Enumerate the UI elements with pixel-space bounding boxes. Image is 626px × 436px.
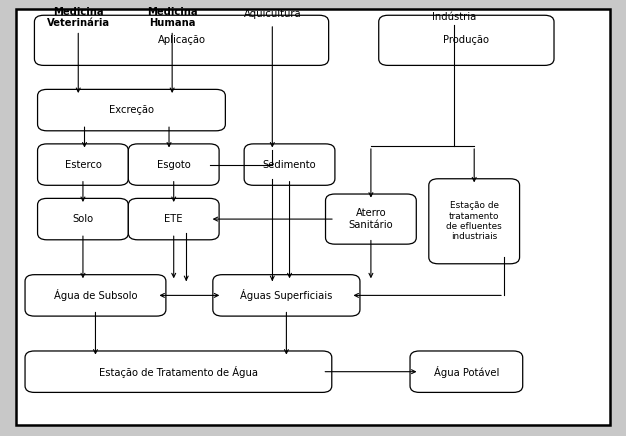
Text: Aplicação: Aplicação	[158, 35, 205, 45]
Text: Indústria: Indústria	[432, 12, 476, 21]
Text: Águas Superficiais: Águas Superficiais	[240, 290, 332, 301]
Text: Estação de
tratamento
de efluentes
industriais: Estação de tratamento de efluentes indus…	[446, 201, 502, 242]
Text: Aterro
Sanitário: Aterro Sanitário	[349, 208, 393, 230]
Text: Solo: Solo	[73, 214, 93, 224]
FancyBboxPatch shape	[244, 144, 335, 185]
FancyBboxPatch shape	[213, 275, 360, 316]
FancyBboxPatch shape	[38, 198, 128, 240]
Text: Esterco: Esterco	[64, 160, 101, 170]
Text: Estação de Tratamento de Água: Estação de Tratamento de Água	[99, 366, 258, 378]
FancyBboxPatch shape	[25, 275, 166, 316]
Text: Sedimento: Sedimento	[263, 160, 316, 170]
Text: ETE: ETE	[165, 214, 183, 224]
FancyBboxPatch shape	[410, 351, 523, 392]
Text: Medicina
Humana: Medicina Humana	[147, 7, 197, 28]
Text: Água Potável: Água Potável	[434, 366, 499, 378]
FancyBboxPatch shape	[379, 15, 554, 65]
Text: Água de Subsolo: Água de Subsolo	[54, 290, 137, 301]
FancyBboxPatch shape	[38, 144, 128, 185]
FancyBboxPatch shape	[429, 179, 520, 264]
FancyBboxPatch shape	[25, 351, 332, 392]
Text: Esgoto: Esgoto	[157, 160, 190, 170]
Text: Produção: Produção	[443, 35, 490, 45]
FancyBboxPatch shape	[34, 15, 329, 65]
Text: Excreção: Excreção	[109, 105, 154, 115]
FancyBboxPatch shape	[128, 198, 219, 240]
FancyBboxPatch shape	[128, 144, 219, 185]
Text: Medicina
Veterinária: Medicina Veterinária	[47, 7, 110, 28]
FancyBboxPatch shape	[16, 9, 610, 425]
FancyBboxPatch shape	[38, 89, 225, 131]
Text: Aquicultura: Aquicultura	[244, 9, 301, 19]
FancyBboxPatch shape	[326, 194, 416, 244]
